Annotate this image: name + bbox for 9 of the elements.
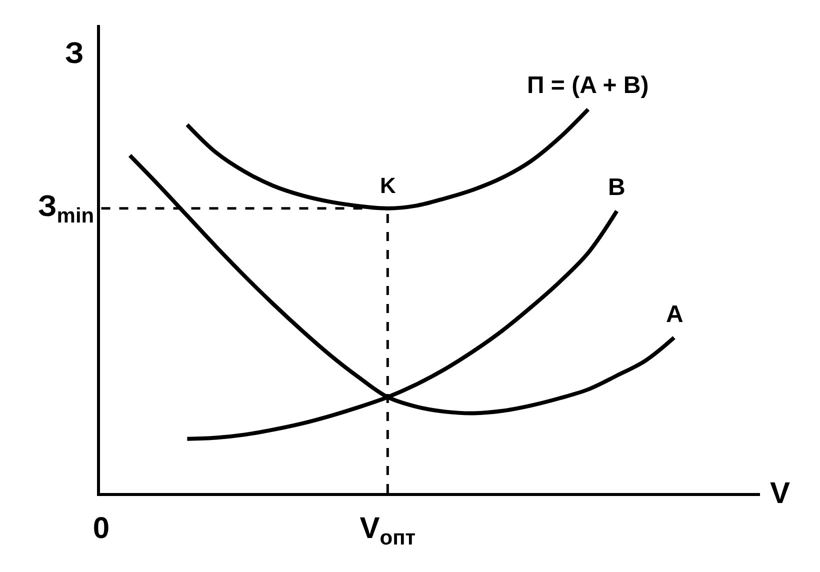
x-tick-label: 0 [92,512,110,545]
y-axis-title: З [65,37,84,70]
series-label: П = (A + B) [527,72,649,99]
series-label: B [608,174,626,201]
x-tick-label: V$_{опт}$ [360,512,416,550]
series-label: A [666,301,684,328]
ref-line-label: З$_{min}$ [38,190,94,228]
x-axis-title: V [770,477,790,510]
annotation: K [380,173,396,198]
